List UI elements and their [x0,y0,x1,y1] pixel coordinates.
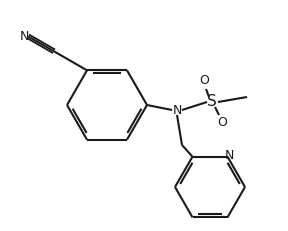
Text: N: N [225,149,234,162]
Text: N: N [19,30,29,43]
Text: N: N [172,103,182,116]
Text: O: O [217,116,227,130]
Text: S: S [207,94,217,109]
Text: O: O [199,75,209,88]
